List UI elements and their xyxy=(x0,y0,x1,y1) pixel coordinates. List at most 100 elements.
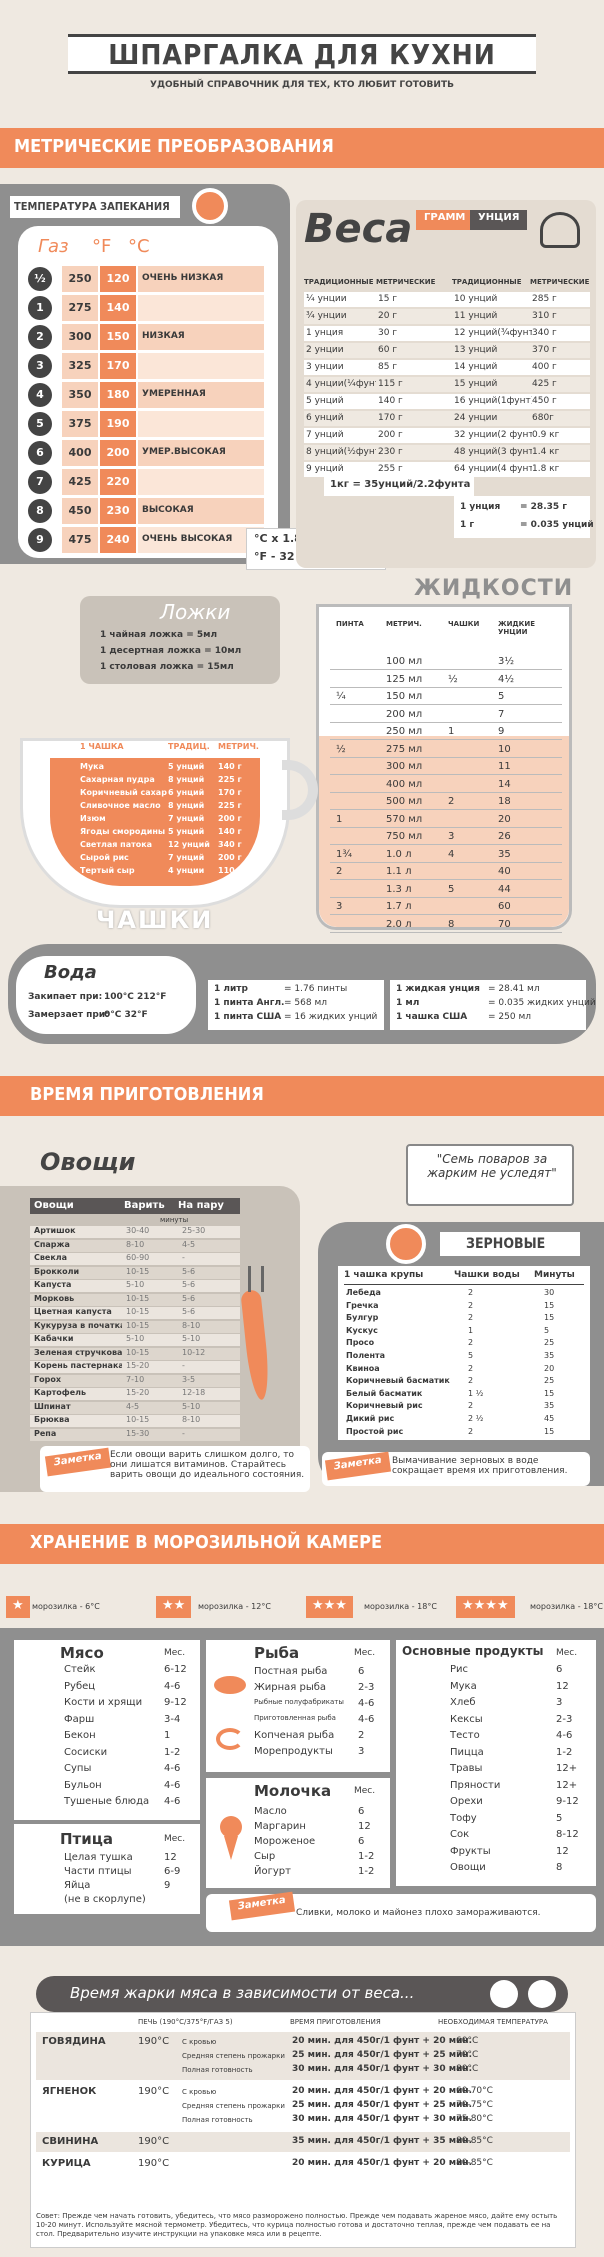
staples-item: Тофу xyxy=(450,1812,477,1824)
water-conv-label: 1 пинта США xyxy=(214,1012,282,1022)
roast-meat: СВИНИНА xyxy=(42,2136,99,2147)
roast-doneness: С кровью xyxy=(182,2038,217,2046)
veg-col-header: Варить xyxy=(124,1200,165,1211)
veg-row-bg xyxy=(30,1374,240,1387)
meat-item: Сосиски xyxy=(64,1746,108,1758)
oven-f-value: 350 xyxy=(68,388,92,401)
bird-item: Яйца xyxy=(64,1880,91,1891)
oven-f-value: 400 xyxy=(68,446,92,459)
milk-mes: Мес. xyxy=(354,1786,376,1796)
cups-cell: 140 г xyxy=(218,762,242,771)
oven-c-value: 230 xyxy=(106,504,130,517)
grain-water: 2 xyxy=(468,1376,474,1386)
oven-c-value: 120 xyxy=(106,272,130,285)
oven-c-value: 140 xyxy=(106,301,130,314)
water-conv-value: = 28.41 мл xyxy=(488,984,540,994)
veg-boil: 4-5 xyxy=(126,1401,140,1411)
meat-mes: Мес. xyxy=(164,1648,186,1658)
roast-time: 35 мин. для 450г/1 фунт + 35 мин. xyxy=(292,2136,473,2146)
roast-time: 30 мин. для 450г/1 фунт + 30 мин. xyxy=(292,2114,473,2124)
veg-boil: 8-10 xyxy=(126,1239,145,1249)
water-conv-label: 1 пинта Англ. xyxy=(214,998,285,1008)
grain-minutes: 5 xyxy=(544,1325,550,1335)
meat-item: Кости и хрящи xyxy=(64,1697,143,1708)
oven-f-cell xyxy=(62,353,98,379)
milk-item: Сыр xyxy=(254,1851,276,1862)
weights-cell: 680г xyxy=(532,413,554,423)
veg-boil: 15-20 xyxy=(126,1388,150,1397)
grain-minutes: 15 xyxy=(544,1300,555,1310)
weights-cell: 11 унций xyxy=(454,311,498,321)
milk-item: Маргарин xyxy=(254,1821,306,1832)
milk-item: Йогурт xyxy=(254,1866,291,1877)
weights-cell: 12 унций(¾фунта) xyxy=(454,328,532,338)
grain-minutes: 35 xyxy=(544,1401,555,1411)
cups-cell: Изюм xyxy=(80,814,106,823)
fish-item: Рыбные полуфабрикаты xyxy=(254,1698,344,1706)
roast-h2: ВРЕМЯ ПРИГОТОВЛЕНИЯ xyxy=(290,2018,381,2026)
weights-row-bg xyxy=(304,411,590,426)
oven-row: 1 275 140 xyxy=(28,295,268,321)
oven-c-value: 170 xyxy=(106,359,130,372)
cups-cell: 200 г xyxy=(218,853,242,862)
liquids-cell: ½ xyxy=(336,743,346,755)
bird-months: 6-9 xyxy=(164,1866,181,1877)
veg-boil: 60-90 xyxy=(126,1253,150,1262)
freezer-section-title: ХРАНЕНИЕ В МОРОЗИЛЬНОЙ КАМЕРЕ xyxy=(30,1532,383,1553)
veg-steam: 5-6 xyxy=(182,1266,196,1276)
veg-steam: 8-10 xyxy=(182,1320,201,1330)
staples-months: 6 xyxy=(556,1664,563,1675)
weights-cell: 0.9 кг xyxy=(532,430,560,440)
staples-icons xyxy=(404,1672,444,1862)
liquids-row-line xyxy=(330,826,562,828)
liquids-cell: 750 мл xyxy=(386,831,423,842)
liquids-cell: 250 мл xyxy=(386,726,423,737)
liquids-col-header: МЕТРИЧ. xyxy=(386,620,422,628)
weights-row-bg xyxy=(304,428,590,443)
roast-meat: КУРИЦА xyxy=(42,2158,91,2169)
oven-c-value: 150 xyxy=(106,330,130,343)
meat-months: 4-6 xyxy=(164,1763,181,1774)
meat-months: 6-12 xyxy=(164,1664,187,1675)
liquids-cell: 150 мл xyxy=(386,691,423,702)
weights-cell: 9 унций xyxy=(306,464,344,474)
weights-row-bg xyxy=(304,360,590,375)
oven-heat-label: ОЧЕНЬ ВЫСОКАЯ xyxy=(142,534,233,544)
grain-minutes: 20 xyxy=(544,1363,555,1373)
liquids-cell: 3 xyxy=(336,901,343,912)
veg-name: Горох xyxy=(34,1374,61,1384)
staples-months: 3 xyxy=(556,1697,563,1708)
liquids-cell: 2.0 л xyxy=(386,918,412,930)
weights-footer: 1кг = 35унций/2.2фунта xyxy=(330,479,471,490)
meat-title: Мясо xyxy=(60,1644,104,1662)
carrot-leaves-icon xyxy=(248,1266,264,1292)
liquids-cell: 5 xyxy=(498,691,505,702)
grains-title: ЗЕРНОВЫЕ xyxy=(466,1236,546,1252)
grain-name: Лебеда xyxy=(346,1288,381,1297)
gas-mark-icon: 1 xyxy=(28,296,52,320)
grain-name: Полента xyxy=(346,1351,386,1360)
fish-mes: Мес. xyxy=(354,1648,376,1658)
weights-cell: 64 унции(4 фунта) xyxy=(454,464,532,474)
oven-heat-label: УМЕР.ВЫСОКАЯ xyxy=(142,447,226,457)
grain-water: 2 xyxy=(468,1300,474,1310)
grain-name: Просо xyxy=(346,1338,375,1348)
liquids-row-line xyxy=(330,809,562,810)
water-title: Вода xyxy=(44,962,97,983)
roast-core-temp: 75-80°C xyxy=(456,2114,493,2124)
roast-h3: НЕОБХОДИМАЯ ТЕМПЕРАТУРА xyxy=(438,2018,548,2026)
oven-heat-label: УМЕРЕННАЯ xyxy=(142,389,206,399)
oven-f-cell xyxy=(62,266,98,292)
meat-item: Супы xyxy=(64,1763,92,1774)
oven-c-value: 200 xyxy=(106,446,130,459)
oven-f-value: 450 xyxy=(68,504,92,517)
cups-cell: 110 г xyxy=(218,866,242,875)
water-conv-label: 1 литр xyxy=(214,984,248,994)
oven-f-value: 325 xyxy=(68,359,92,372)
oven-title: ТЕМПЕРАТУРА ЗАПЕКАНИЯ xyxy=(14,200,170,213)
staples-item: Кексы xyxy=(450,1713,483,1725)
veg-boil: 10-15 xyxy=(126,1415,150,1424)
oven-row: 4 350 180 УМЕРЕННАЯ xyxy=(28,382,268,408)
liquids-cell: 4 xyxy=(448,848,455,860)
scale-icon xyxy=(540,212,580,248)
